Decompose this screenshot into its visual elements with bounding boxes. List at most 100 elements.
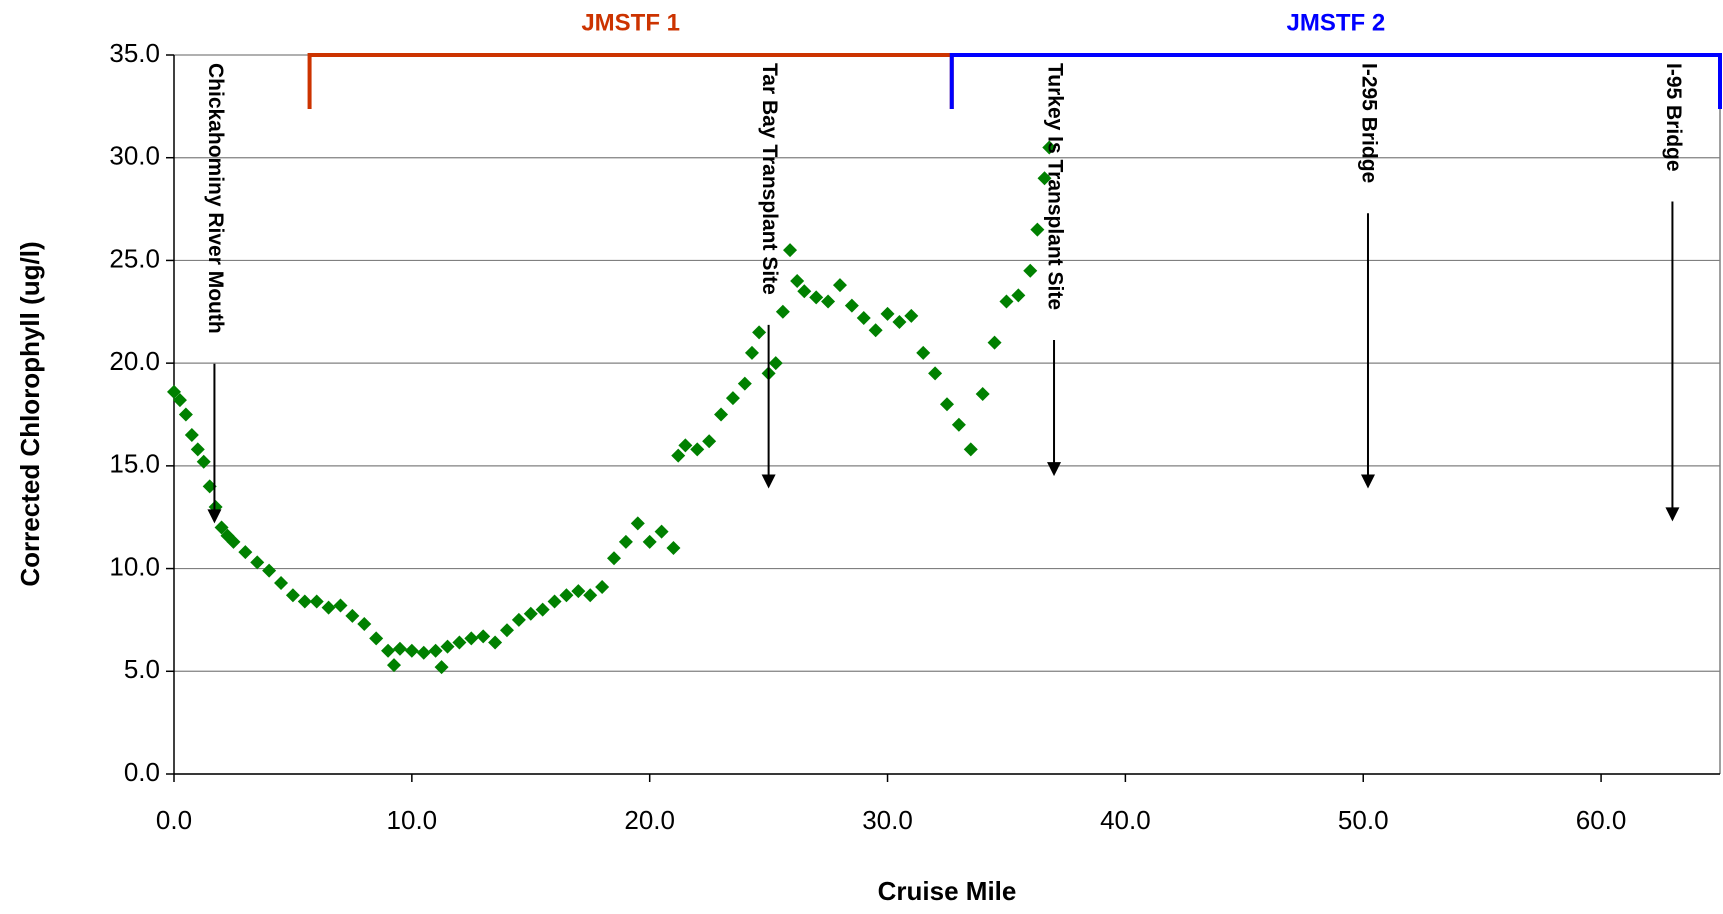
data-point	[571, 584, 586, 599]
y-tick-label: 25.0	[109, 243, 160, 273]
y-tick-label: 15.0	[109, 449, 160, 479]
data-point	[250, 555, 265, 570]
data-point	[714, 407, 729, 422]
data-point	[702, 434, 717, 449]
y-tick-label: 0.0	[124, 757, 160, 787]
data-point	[476, 629, 491, 644]
annotation-label: Tar Bay Transplant Site	[758, 63, 781, 295]
data-point	[832, 278, 847, 293]
y-tick-label: 30.0	[109, 141, 160, 171]
data-point	[654, 524, 669, 539]
data-point	[737, 376, 752, 391]
data-point	[607, 551, 622, 566]
data-point	[892, 315, 907, 330]
data-point	[1042, 140, 1057, 155]
data-point	[297, 594, 312, 609]
data-point	[744, 345, 759, 360]
data-point	[809, 290, 824, 305]
x-tick-label: 60.0	[1576, 805, 1627, 835]
data-point	[196, 454, 211, 469]
x-tick-label: 40.0	[1100, 805, 1151, 835]
data-point	[499, 623, 514, 638]
data-point	[392, 641, 407, 656]
data-point	[880, 306, 895, 321]
annotation-arrowhead	[761, 474, 776, 489]
data-point	[790, 273, 805, 288]
annotation-arrowhead	[1360, 474, 1375, 489]
data-point	[642, 534, 657, 549]
x-tick-label: 0.0	[156, 805, 192, 835]
annotation-label: Turkey Is Transplant Site	[1043, 63, 1066, 310]
data-point	[999, 294, 1014, 309]
data-point	[214, 520, 229, 535]
data-point	[671, 448, 686, 463]
data-point	[172, 393, 187, 408]
data-point	[940, 397, 954, 412]
data-point	[666, 541, 681, 556]
data-point	[381, 643, 396, 658]
x-tick-label: 50.0	[1338, 805, 1389, 835]
x-tick-label: 30.0	[862, 805, 913, 835]
data-point	[387, 658, 402, 673]
data-point	[416, 645, 431, 660]
data-point	[678, 438, 693, 453]
annotation-arrowhead	[1665, 507, 1680, 522]
data-point	[178, 407, 193, 422]
data-point	[797, 284, 812, 299]
data-point	[975, 386, 990, 401]
data-point	[428, 643, 443, 658]
data-point	[1011, 288, 1026, 303]
data-point	[464, 631, 479, 646]
data-point	[916, 345, 931, 360]
data-point	[783, 243, 798, 258]
data-point	[951, 417, 966, 432]
data-point	[262, 563, 277, 578]
data-point	[274, 575, 289, 590]
data-point	[690, 442, 705, 457]
region-label: JMSTF 2	[1287, 9, 1386, 36]
data-point	[904, 308, 919, 323]
data-point	[404, 643, 419, 658]
data-point	[523, 606, 538, 621]
data-point	[987, 335, 1002, 350]
y-tick-label: 20.0	[109, 346, 160, 376]
data-point	[1037, 171, 1052, 186]
annotation-label: I-295 Bridge	[1357, 63, 1380, 183]
y-tick-label: 35.0	[109, 38, 160, 68]
data-point	[309, 594, 324, 609]
data-point	[190, 442, 205, 457]
data-point	[202, 479, 217, 494]
data-point	[583, 588, 598, 603]
region-bracket	[307, 53, 954, 109]
data-point	[868, 323, 883, 338]
annotation-label: Chickahominy River Mouth	[204, 63, 227, 334]
data-point	[559, 588, 574, 603]
data-point	[856, 310, 871, 325]
annotation-arrowhead	[207, 509, 222, 524]
data-point	[963, 442, 978, 457]
data-point	[452, 635, 467, 650]
x-tick-label: 20.0	[624, 805, 675, 835]
data-point	[595, 580, 610, 595]
y-axis-title: Corrected Chlorophyll (ug/l)	[15, 241, 45, 586]
data-point	[535, 602, 550, 617]
data-point	[725, 391, 740, 406]
y-tick-label: 10.0	[109, 551, 160, 581]
data-point	[226, 534, 241, 549]
data-point	[488, 635, 503, 650]
data-point	[238, 545, 253, 560]
data-point	[547, 594, 562, 609]
data-point	[928, 366, 943, 381]
data-point	[357, 617, 372, 632]
data-point	[321, 600, 336, 615]
data-point	[618, 534, 633, 549]
x-axis-title: Cruise Mile	[878, 876, 1017, 906]
data-point	[1023, 263, 1038, 278]
data-point	[752, 325, 767, 340]
data-point	[1030, 222, 1045, 237]
x-tick-label: 10.0	[387, 805, 438, 835]
data-point	[511, 612, 526, 627]
data-point	[369, 631, 384, 646]
